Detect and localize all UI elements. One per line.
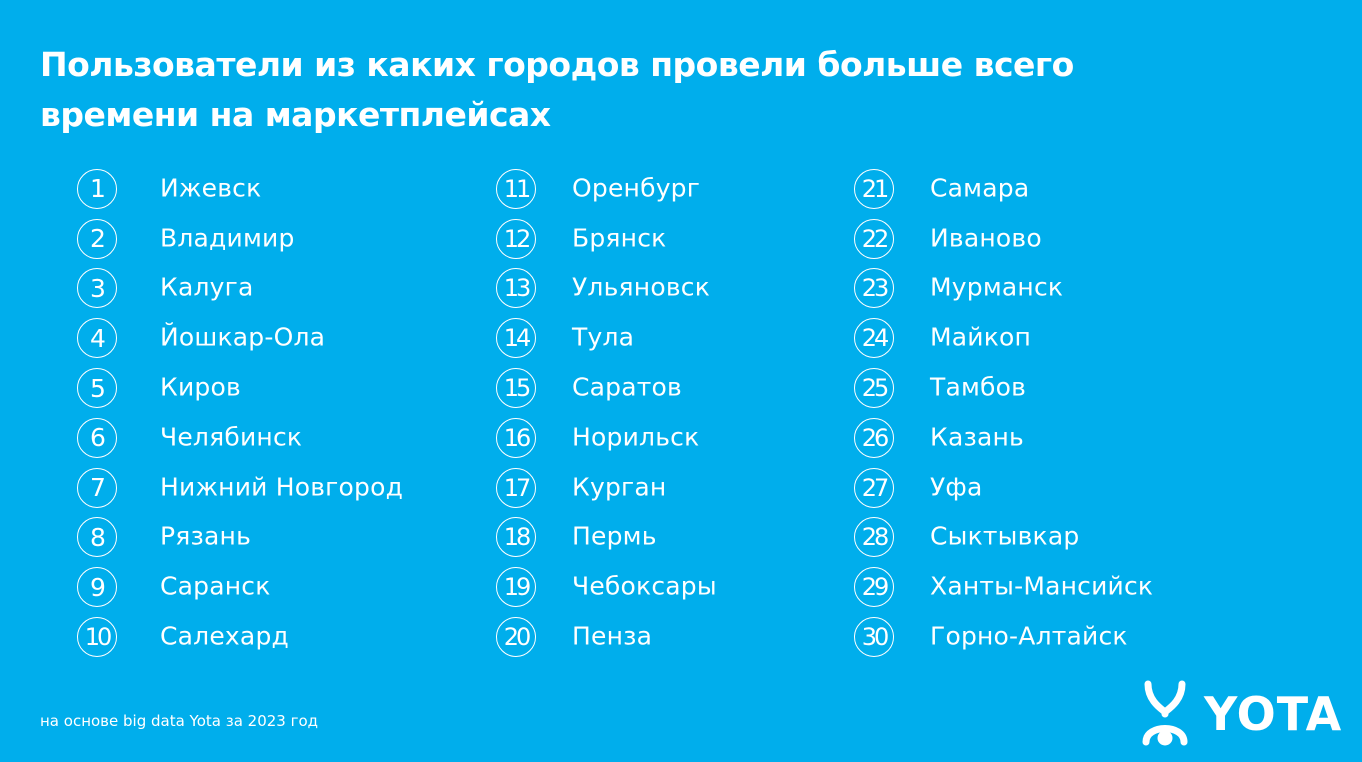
page-title: Пользователи из каких городов провели бо… — [40, 45, 1074, 134]
city-name: Ижевск — [160, 173, 262, 203]
rank-badge: 28 — [854, 517, 894, 558]
rank-badge: 27 — [854, 467, 894, 508]
rank-badge: 2 — [77, 218, 117, 259]
yota-logo-text: YOTA — [1204, 687, 1343, 741]
city-name: Пенза — [572, 621, 653, 651]
city-name: Рязань — [160, 521, 252, 551]
city-name: Норильск — [572, 422, 700, 452]
city-name: Владимир — [160, 223, 295, 253]
rank-badge: 14 — [496, 318, 536, 359]
rank-badge: 19 — [496, 567, 536, 608]
city-name: Тамбов — [930, 372, 1027, 402]
city-name: Казань — [930, 422, 1024, 452]
city-name: Майкоп — [930, 322, 1032, 352]
rank-badge: 10 — [77, 617, 117, 658]
rank-badge: 30 — [854, 617, 894, 658]
city-name: Саратов — [572, 372, 682, 402]
city-name: Оренбург — [572, 173, 701, 203]
rank-badge: 21 — [854, 168, 894, 209]
city-name: Салехард — [160, 621, 290, 651]
rank-badge: 24 — [854, 318, 894, 359]
rank-badge: 5 — [77, 368, 117, 409]
city-name: Пермь — [572, 521, 657, 551]
city-name: Тула — [572, 322, 635, 352]
city-name: Ханты-Мансийск — [930, 571, 1154, 601]
city-name: Мурманск — [930, 272, 1064, 302]
city-name: Горно-Алтайск — [930, 621, 1128, 651]
rank-badge: 16 — [496, 417, 536, 458]
city-name: Ульяновск — [572, 272, 711, 302]
rank-badge: 3 — [77, 268, 117, 309]
city-name: Нижний Новгород — [160, 472, 404, 502]
source-note: на основе big data Yota за 2023 год — [40, 712, 319, 730]
city-name: Иваново — [930, 223, 1042, 253]
city-name: Челябинск — [160, 422, 303, 452]
rank-badge: 9 — [77, 567, 117, 608]
rank-badge: 17 — [496, 467, 536, 508]
city-name: Сыктывкар — [930, 521, 1080, 551]
yota-logo: YOTA — [1140, 678, 1342, 748]
rank-badge: 13 — [496, 268, 536, 309]
city-name: Саранск — [160, 571, 271, 601]
rank-badge: 18 — [496, 517, 536, 558]
rank-badge: 8 — [77, 517, 117, 558]
city-name: Уфа — [930, 472, 983, 502]
rank-badge: 26 — [854, 417, 894, 458]
rank-badge: 15 — [496, 368, 536, 409]
rank-badge: 4 — [77, 318, 117, 359]
rank-badge: 7 — [77, 467, 117, 508]
rank-badge: 1 — [77, 168, 117, 209]
city-name: Чебоксары — [572, 571, 717, 601]
city-name: Йошкар-Ола — [160, 322, 326, 352]
rank-badge: 22 — [854, 218, 894, 259]
rank-badge: 11 — [496, 168, 536, 209]
rank-badge: 20 — [496, 617, 536, 658]
rank-badge: 6 — [77, 417, 117, 458]
city-name: Самара — [930, 173, 1030, 203]
city-name: Курган — [572, 472, 667, 502]
rank-badge: 12 — [496, 218, 536, 259]
city-name: Калуга — [160, 272, 254, 302]
rank-badge: 23 — [854, 268, 894, 309]
city-name: Киров — [160, 372, 241, 402]
yota-logo-icon — [1142, 680, 1188, 746]
rank-badge: 25 — [854, 368, 894, 409]
rank-badge: 29 — [854, 567, 894, 608]
city-name: Брянск — [572, 223, 667, 253]
